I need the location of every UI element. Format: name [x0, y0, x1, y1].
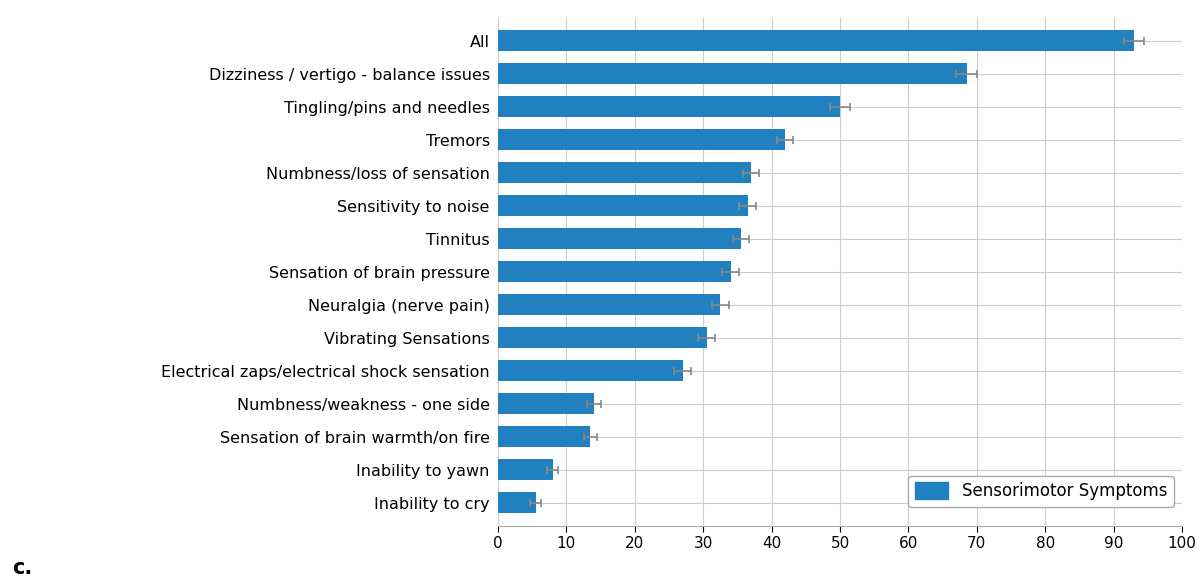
Bar — [498, 426, 590, 447]
Bar — [498, 30, 1134, 51]
Bar — [498, 327, 707, 347]
Bar — [498, 162, 751, 183]
Bar — [498, 294, 720, 315]
Bar — [498, 96, 840, 117]
Bar — [498, 393, 594, 413]
Legend: Sensorimotor Symptoms: Sensorimotor Symptoms — [908, 475, 1174, 507]
Bar — [498, 64, 966, 84]
Bar — [498, 228, 740, 249]
Bar — [498, 360, 683, 381]
Bar — [498, 261, 731, 282]
Text: c.: c. — [12, 558, 32, 578]
Bar — [498, 195, 748, 216]
Bar — [498, 492, 535, 513]
Bar — [498, 130, 785, 150]
Bar — [498, 459, 553, 479]
